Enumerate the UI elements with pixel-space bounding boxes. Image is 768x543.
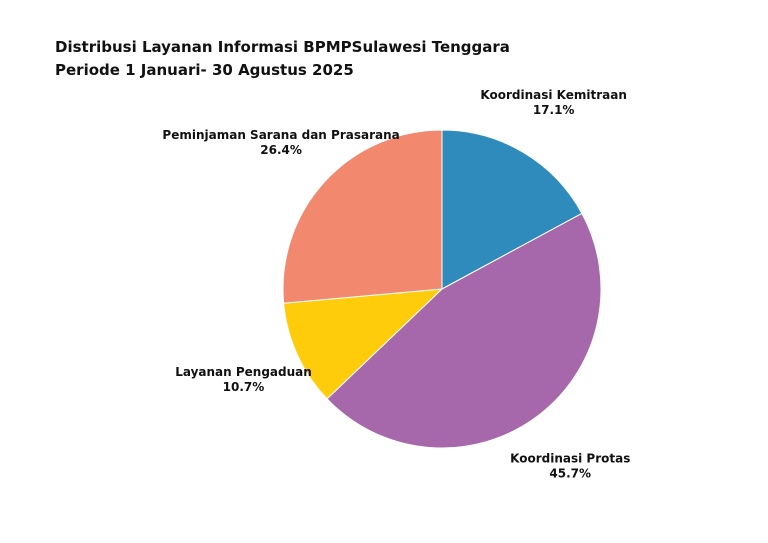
pie-slice-layanan-pengaduan: [283, 288, 444, 400]
chart-title: Distribusi Layanan Informasi BPMPSulawes…: [55, 36, 510, 82]
pie-slices: [282, 129, 602, 449]
pie-label-koordinasi-protas: Koordinasi Protas 45.7%: [510, 451, 630, 480]
pie-slice-koordinasi-protas: [326, 212, 602, 449]
pie-slice-peminjaman-sarana-dan-prasarana: [282, 129, 443, 304]
pie-label-layanan-pengaduan: Layanan Pengaduan 10.7%: [175, 365, 312, 394]
chart-title-line-2: Periode 1 Januari- 30 Agustus 2025: [55, 61, 354, 79]
pie-label-koordinasi-kemitraan: Koordinasi Kemitraan 17.1%: [480, 88, 627, 117]
pie-slice-koordinasi-kemitraan: [441, 129, 583, 290]
chart-title-line-1: Distribusi Layanan Informasi BPMPSulawes…: [55, 38, 510, 56]
pie-label-peminjaman-sarana-dan-prasarana: Peminjaman Sarana dan Prasarana 26.4%: [162, 128, 399, 157]
pie-labels: Koordinasi Kemitraan 17.1% Koordinasi Prot…: [162, 88, 630, 481]
